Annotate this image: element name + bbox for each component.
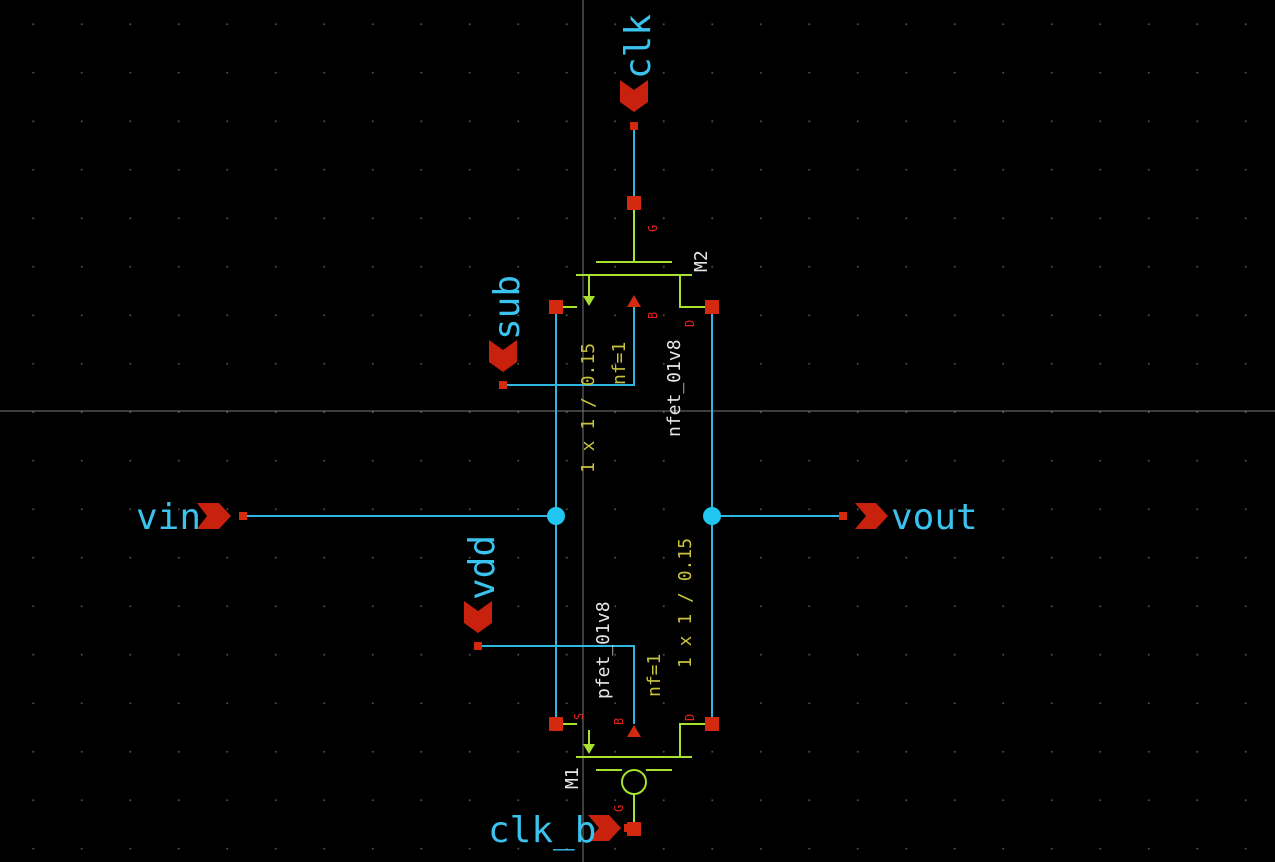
- port-clk[interactable]: clk: [618, 14, 659, 130]
- clk-b-net-label: clk_b: [488, 810, 596, 851]
- m1-bulk-pin-label: B: [612, 718, 626, 725]
- transistor-m1[interactable]: S B D G M1 pfet_01v8 1 x 1 / 0.15 nf=1: [549, 538, 719, 836]
- vin-port-icon[interactable]: [197, 503, 231, 529]
- vout-port-pin[interactable]: [839, 512, 847, 520]
- transistor-m2[interactable]: G B D M2 nfet_01v8 1 x 1 / 0.15 nf=1: [549, 196, 719, 473]
- vout-port-icon[interactable]: [855, 503, 888, 529]
- m1-bulk-pin-icon[interactable]: [627, 725, 641, 737]
- m2-gate-pin-label: G: [646, 225, 660, 232]
- port-vin[interactable]: vin: [136, 497, 247, 538]
- m1-nf-param: nf=1: [644, 654, 665, 697]
- sub-net-label: sub: [487, 275, 528, 340]
- m1-cell-name: pfet_01v8: [593, 601, 614, 699]
- clk-port-pin[interactable]: [630, 122, 638, 130]
- m2-drain-pin[interactable]: [705, 300, 719, 314]
- port-clk-b[interactable]: clk_b: [488, 810, 632, 851]
- vin-net-label: vin: [136, 497, 201, 538]
- junction-dot-vout[interactable]: [703, 507, 721, 525]
- m1-gate-bubble-icon: [621, 769, 647, 795]
- vdd-net-label: vdd: [462, 535, 503, 600]
- m2-cell-name: nfet_01v8: [664, 339, 685, 437]
- m1-drain-pin[interactable]: [705, 717, 719, 731]
- clk-b-port-icon[interactable]: [588, 815, 621, 841]
- m1-source-pin[interactable]: [549, 717, 563, 731]
- m1-size-param: 1 x 1 / 0.15: [675, 538, 696, 668]
- wires: [243, 126, 843, 724]
- vdd-port-icon[interactable]: [464, 601, 492, 633]
- m2-gate-pin[interactable]: [627, 196, 641, 210]
- vin-port-pin[interactable]: [239, 512, 247, 520]
- m2-nf-param: nf=1: [609, 342, 630, 385]
- m2-instance-name: M2: [691, 250, 712, 272]
- vdd-port-pin[interactable]: [474, 642, 482, 650]
- m1-gate-pin-label: G: [612, 805, 626, 812]
- port-vdd[interactable]: vdd: [462, 535, 503, 650]
- m2-source-arrow-icon: [583, 296, 595, 306]
- port-vout[interactable]: vout: [839, 497, 978, 538]
- m2-bulk-pin-icon[interactable]: [627, 295, 641, 307]
- m2-drain-lead: [679, 275, 712, 308]
- sub-port-pin[interactable]: [499, 381, 507, 389]
- m1-drain-lead: [679, 723, 712, 757]
- clk-b-port-pin[interactable]: [624, 824, 632, 832]
- vout-net-label: vout: [891, 497, 978, 538]
- wire-vdd[interactable]: [478, 645, 635, 724]
- port-sub[interactable]: sub: [487, 275, 528, 389]
- m2-bulk-pin-label: B: [646, 312, 660, 319]
- junction-dot-vin[interactable]: [547, 507, 565, 525]
- m2-drain-pin-label: D: [683, 320, 697, 327]
- m1-instance-name: M1: [562, 767, 583, 789]
- m2-source-pin[interactable]: [549, 300, 563, 314]
- sub-port-icon[interactable]: [489, 340, 517, 372]
- m2-size-param: 1 x 1 / 0.15: [578, 343, 599, 473]
- clk-port-icon[interactable]: [620, 80, 648, 112]
- wire-sub[interactable]: [503, 307, 635, 386]
- m1-drain-pin-label: D: [683, 714, 697, 721]
- m1-source-arrow-icon: [583, 744, 595, 754]
- m1-source-pin-label: S: [572, 713, 586, 720]
- clk-net-label: clk: [618, 14, 659, 79]
